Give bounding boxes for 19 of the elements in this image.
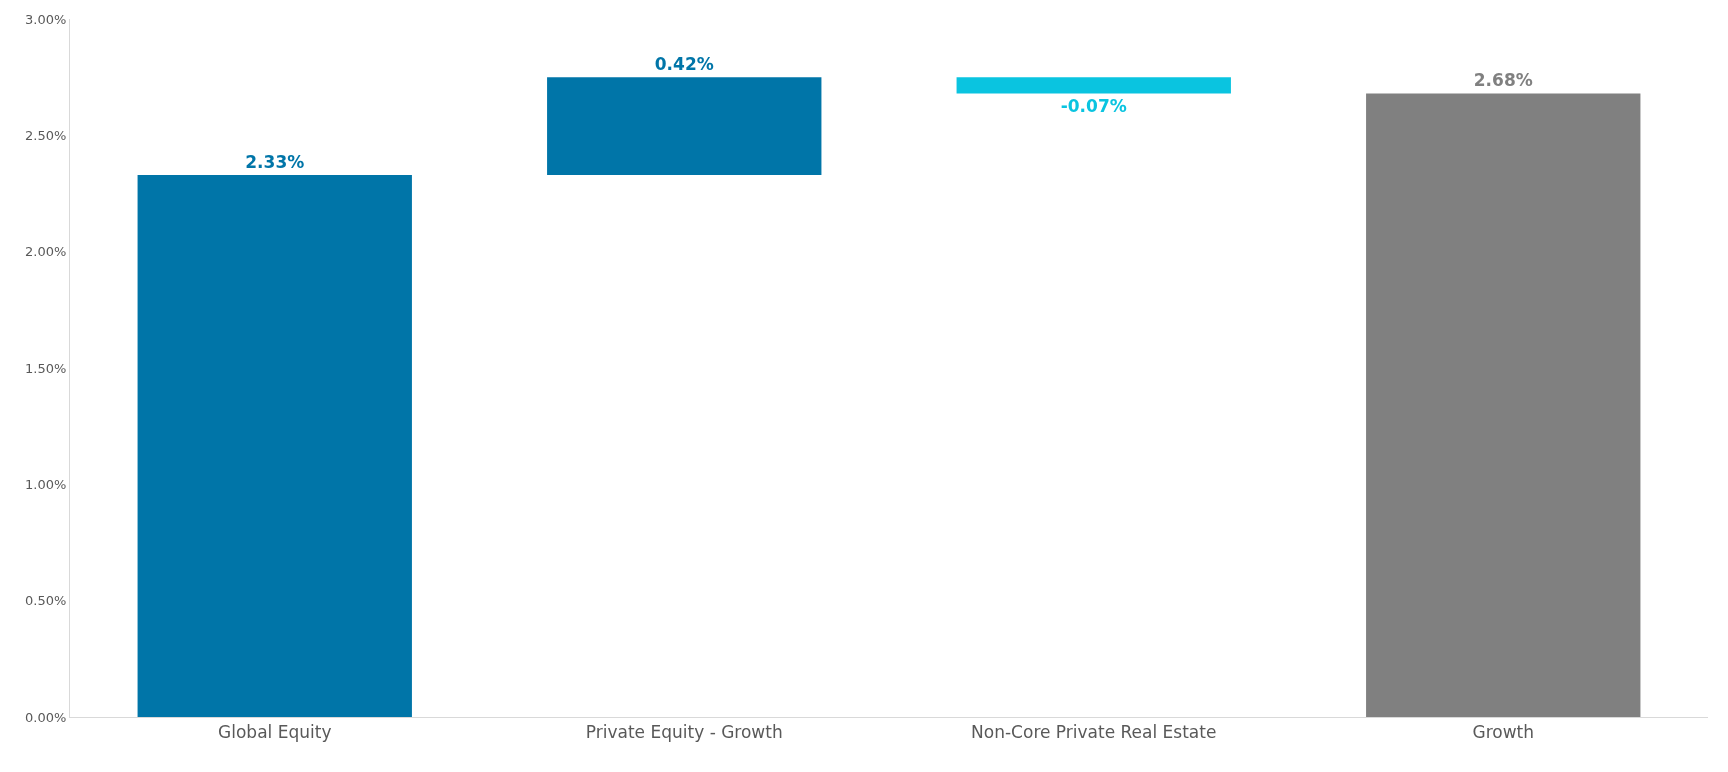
data-label: 2.68% — [1473, 70, 1533, 91]
y-tick-label: 0.00% — [25, 709, 67, 725]
y-tick-label: 3.00% — [25, 11, 67, 27]
data-label: 2.33% — [245, 151, 305, 172]
x-tick-label: Growth — [1472, 722, 1535, 743]
y-tick-label: 1.50% — [25, 360, 67, 376]
y-tick-label: 2.50% — [25, 127, 67, 143]
bar — [547, 77, 822, 175]
bar — [137, 174, 412, 717]
y-tick-label: 2.00% — [25, 244, 67, 260]
data-label: -0.07% — [1060, 96, 1127, 117]
x-tick-label: Private Equity - Growth — [585, 722, 783, 743]
data-label: 0.42% — [654, 54, 714, 75]
x-tick-label: Global Equity — [218, 722, 332, 743]
bar — [956, 77, 1231, 94]
x-tick-label: Non-Core Private Real Estate — [971, 722, 1217, 743]
bar — [1366, 93, 1641, 717]
y-tick-label: 0.50% — [25, 593, 67, 609]
y-tick-label: 1.00% — [25, 476, 67, 492]
